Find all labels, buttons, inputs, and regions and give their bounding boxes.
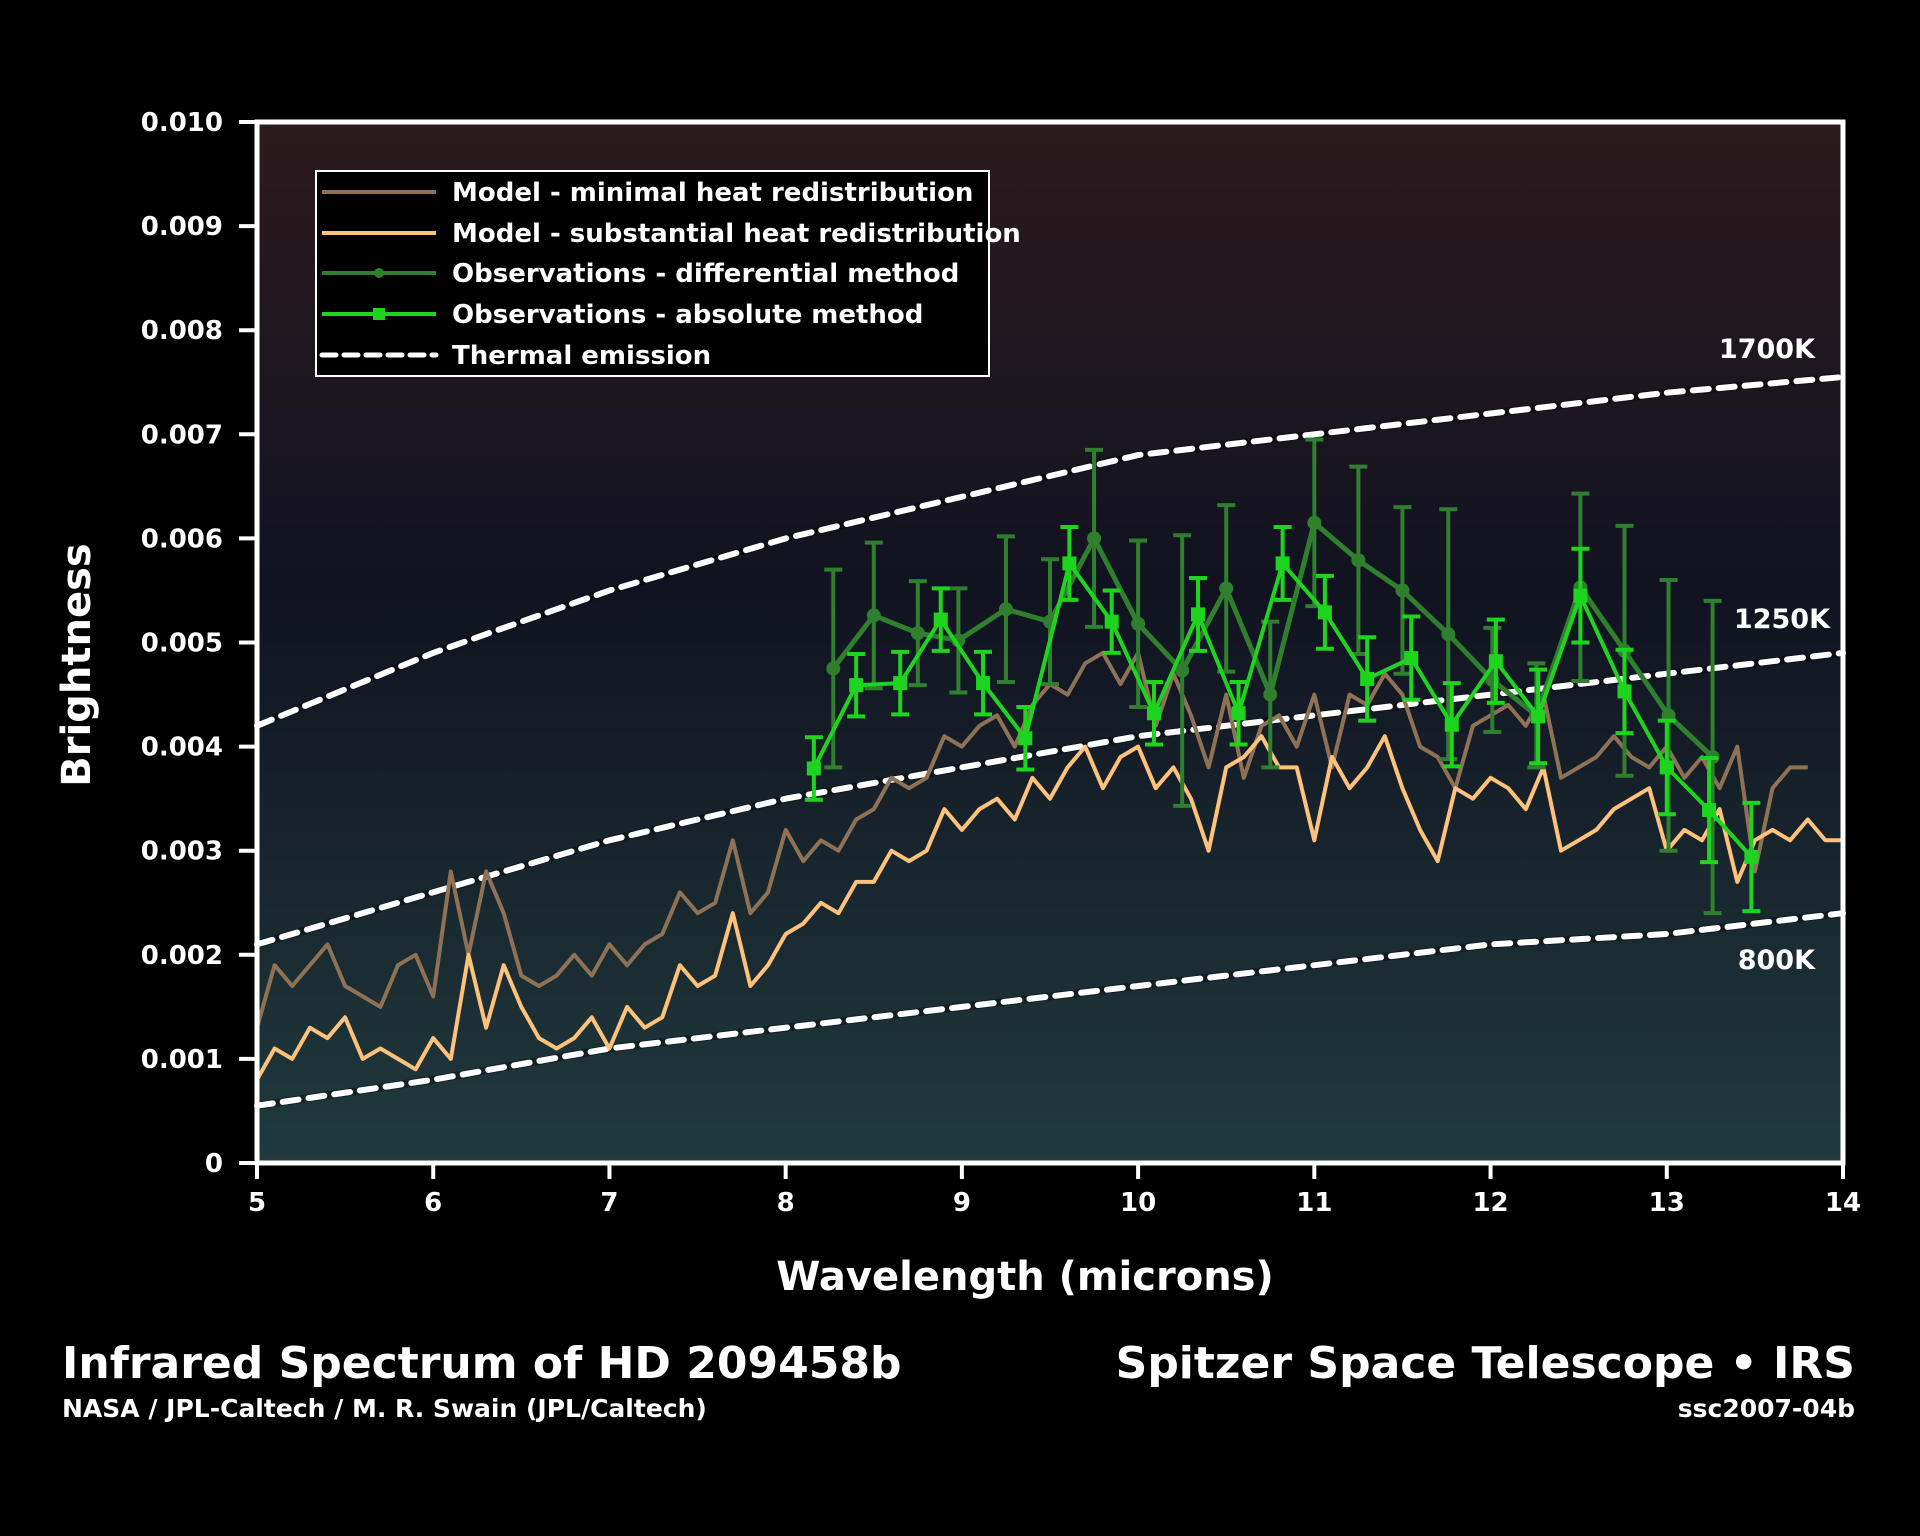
- absolute-data-point: [1617, 684, 1632, 699]
- y-tick-label: 0.008: [141, 316, 223, 346]
- differential-data-point: [1175, 663, 1190, 678]
- absolute-data-point: [976, 676, 991, 691]
- absolute-data-point: [1744, 849, 1759, 864]
- x-tick-label: 12: [1472, 1188, 1508, 1218]
- x-tick-label: 9: [953, 1188, 971, 1218]
- footer-title: Infrared Spectrum of HD 209458b: [62, 1338, 901, 1389]
- differential-data-point: [866, 608, 881, 623]
- x-tick-label: 5: [248, 1188, 266, 1218]
- legend: Model - minimal heat redistribution Mode…: [315, 170, 1021, 377]
- y-tick-label: 0.002: [141, 941, 223, 971]
- differential-data-point: [1441, 627, 1456, 642]
- y-axis-title: Brightness: [54, 543, 100, 786]
- legend-label: Observations - absolute method: [452, 300, 923, 330]
- y-tick-label: 0.010: [141, 108, 223, 138]
- absolute-data-point: [1062, 556, 1077, 571]
- model-substantial-line: [255, 734, 1843, 1081]
- x-tick-label: 10: [1120, 1188, 1156, 1218]
- differential-data-point: [1263, 687, 1278, 702]
- absolute-data-point: [1659, 760, 1674, 775]
- absolute-data-point: [1702, 803, 1717, 818]
- footer-mission: Spitzer Space Telescope • IRS: [1116, 1338, 1855, 1389]
- differential-data-point: [1351, 553, 1366, 568]
- differential-data-point: [1219, 581, 1234, 596]
- y-tick-label: 0.007: [141, 420, 223, 450]
- absolute-data-point: [933, 612, 948, 627]
- x-tick-label: 7: [600, 1188, 618, 1218]
- absolute-data-point: [849, 678, 864, 693]
- y-tick-label: 0.001: [141, 1045, 223, 1075]
- absolute-data-point: [893, 676, 908, 691]
- x-tick-label: 8: [777, 1188, 795, 1218]
- absolute-data-point: [1531, 709, 1546, 724]
- x-tick-label: 11: [1296, 1188, 1332, 1218]
- absolute-data-point: [1018, 731, 1033, 746]
- absolute-data-point: [1488, 654, 1503, 669]
- legend-label: Thermal emission: [452, 341, 711, 371]
- absolute-data-point: [1275, 556, 1290, 571]
- x-tick-label: 13: [1649, 1188, 1685, 1218]
- thermal-emission-curve-1700k: [254, 374, 1846, 729]
- legend-label: Observations - differential method: [452, 259, 959, 289]
- differential-data-point: [910, 626, 925, 641]
- differential-data-point: [1307, 515, 1322, 530]
- thermal-emission-curve-800k: [254, 910, 1846, 1109]
- temp-label-1700k: 1700K: [1719, 334, 1816, 365]
- absolute-data-point: [1444, 717, 1459, 732]
- legend-label: Model - minimal heat redistribution: [452, 178, 973, 208]
- y-tick-label: 0.005: [141, 629, 223, 659]
- y-tick-label: 0.004: [141, 733, 223, 763]
- differential-data-point: [1131, 616, 1146, 631]
- x-tick-label: 6: [424, 1188, 442, 1218]
- absolute-data-point: [806, 761, 821, 776]
- differential-data-point: [826, 661, 841, 676]
- y-tick-label: 0.003: [141, 837, 223, 867]
- differential-data-point: [1395, 583, 1410, 598]
- temp-label-800k: 800K: [1738, 945, 1816, 976]
- absolute-data-point: [1573, 588, 1588, 603]
- differential-data-point: [998, 602, 1013, 617]
- absolute-data-point: [1191, 607, 1206, 622]
- absolute-data-point: [1404, 651, 1419, 666]
- absolute-data-point: [1317, 605, 1332, 620]
- y-tick-label: 0: [205, 1149, 223, 1179]
- y-tick-label: 0.009: [141, 212, 223, 242]
- absolute-data-point: [1146, 706, 1161, 721]
- thermal-emission-curve-1250k: [254, 649, 1846, 948]
- footer-credit: NASA / JPL-Caltech / M. R. Swain (JPL/Ca…: [62, 1394, 707, 1423]
- temp-label-1250k: 1250K: [1734, 604, 1831, 635]
- legend-label: Model - substantial heat redistribution: [452, 219, 1021, 249]
- footer-image-id: ssc2007-04b: [1678, 1394, 1855, 1423]
- x-tick-label: 14: [1825, 1188, 1861, 1218]
- absolute-data-point: [1104, 614, 1119, 629]
- differential-data-point: [1087, 531, 1102, 546]
- absolute-data-point: [1231, 706, 1246, 721]
- absolute-data-point: [1360, 671, 1375, 686]
- x-axis-title: Wavelength (microns): [776, 1254, 1274, 1300]
- y-tick-label: 0.006: [141, 524, 223, 554]
